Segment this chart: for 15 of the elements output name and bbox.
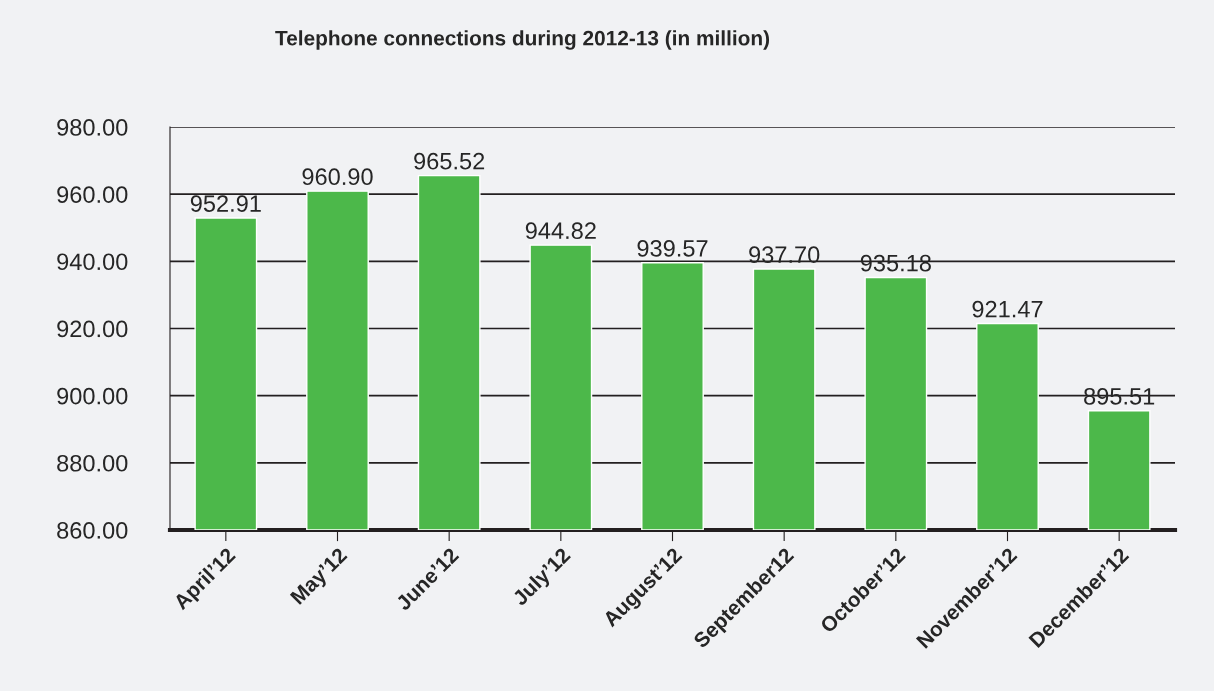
data-label: 937.70: [749, 246, 820, 263]
data-label: 944.82: [525, 222, 596, 240]
y-tick-label: 900.00: [57, 387, 128, 405]
data-label: 952.91: [190, 195, 261, 212]
y-tick-label: 860.00: [57, 522, 128, 539]
y-tick-label: 980.00: [57, 119, 128, 136]
y-tick-label: 940.00: [57, 253, 128, 271]
data-label: 965.52: [414, 152, 485, 170]
data-label: 921.47: [972, 300, 1043, 318]
data-label: 960.90: [302, 168, 373, 186]
y-tick-label: 960.00: [57, 186, 128, 203]
y-tick-label: 880.00: [57, 454, 128, 472]
data-label: 939.57: [637, 240, 708, 257]
y-tick-label: 920.00: [57, 320, 128, 338]
chart-title: Telephone connections during 2012-13 (in million): [275, 30, 770, 50]
